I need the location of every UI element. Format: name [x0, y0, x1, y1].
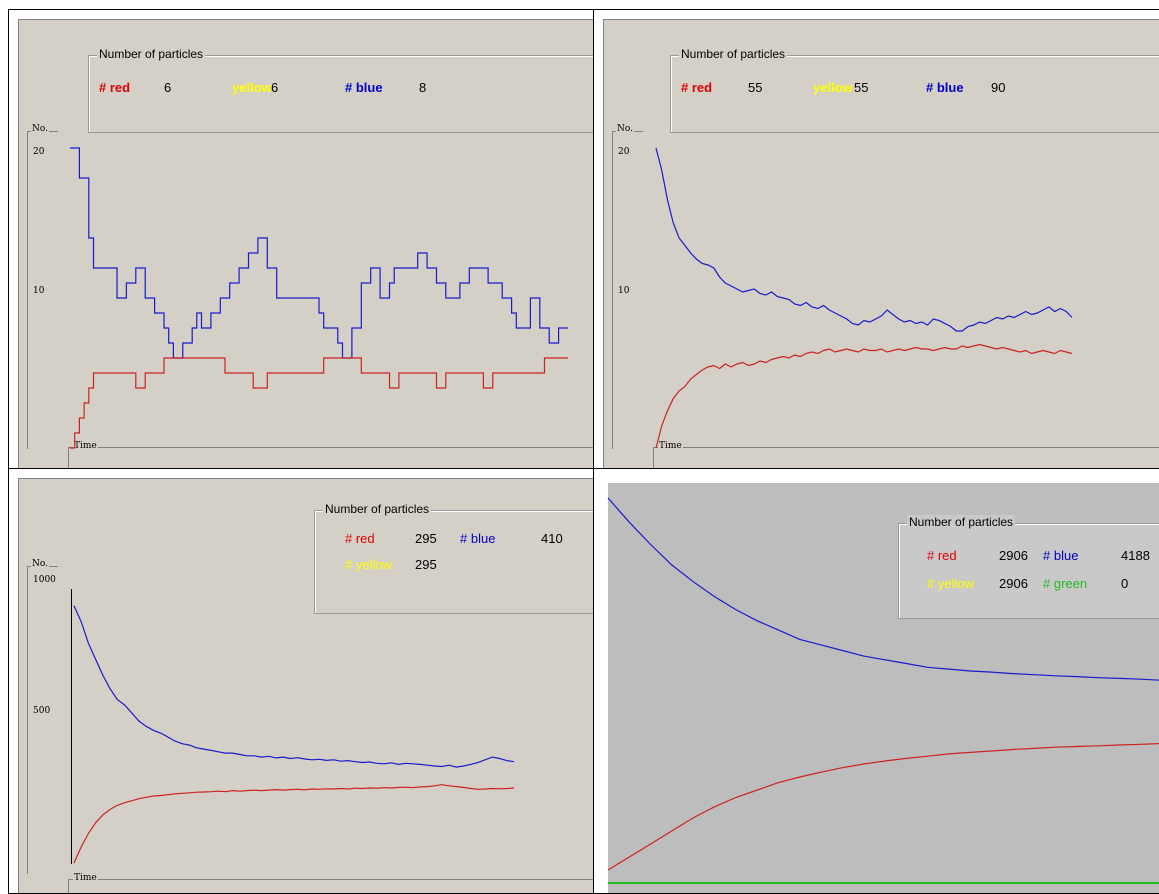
y-tick: 10	[618, 286, 630, 296]
series-line-red	[607, 743, 1159, 871]
chart-panel-1: Number of particles # red 6 yellow 6 # b…	[8, 9, 594, 469]
x-axis-bracket	[68, 879, 593, 893]
y-tick: 500	[33, 706, 51, 716]
chart-panel-3: Number of particles # red 295 # blue 410…	[8, 468, 594, 894]
green-count: 0	[1121, 576, 1129, 591]
red-label: # red	[927, 548, 957, 563]
series-line-blue	[607, 497, 1159, 681]
blue-label: # blue	[1043, 548, 1079, 563]
y-tick: 20	[33, 147, 45, 157]
legend-box: Number of particles # red 2906 # blue 41…	[898, 515, 1159, 619]
blue-count: 410	[541, 531, 563, 546]
line-plot	[73, 605, 515, 864]
x-axis-bracket	[68, 447, 593, 468]
series-line-red	[655, 343, 1073, 449]
y-tick: 20	[618, 147, 630, 157]
red-label: # red	[345, 531, 375, 546]
red-count: 6	[164, 80, 172, 95]
x-axis-bracket	[653, 447, 1159, 468]
line-plot	[607, 497, 1159, 884]
legend-title: Number of particles	[323, 502, 432, 516]
chart-panel-2: Number of particles # red 55 yellow 55 #…	[593, 9, 1159, 469]
red-count: 2906	[999, 548, 1028, 563]
chart-window-1: Number of particles # red 6 yellow 6 # b…	[18, 19, 593, 468]
yellow-label: yellow	[813, 80, 853, 95]
red-label: # red	[99, 80, 131, 95]
series-line-blue	[655, 147, 1073, 332]
red-label: # red	[681, 80, 713, 95]
y-axis-name: No.	[31, 559, 49, 569]
legend-box: Number of particles # red 55 yellow 55 #…	[670, 47, 1159, 133]
series-line-blue	[73, 605, 515, 768]
y-tick: 10	[33, 286, 45, 296]
plot-area	[70, 147, 568, 449]
y-axis-name: No.	[31, 124, 49, 134]
plot-area	[655, 147, 1073, 449]
line-plot	[655, 147, 1073, 449]
green-label: # green	[1043, 576, 1088, 591]
series-line-red	[73, 784, 515, 864]
blue-count: 8	[419, 80, 427, 95]
y-axis-bracket	[27, 566, 58, 874]
blue-count: 4188	[1121, 548, 1150, 563]
yellow-label: # yellow	[927, 576, 974, 591]
blue-label: # blue	[460, 531, 496, 546]
yellow-label: yellow	[232, 80, 272, 95]
line-plot	[70, 147, 568, 449]
legend-box: Number of particles # red 295 # blue 410…	[314, 502, 593, 614]
yellow-count: 6	[271, 80, 279, 95]
series-line-red	[70, 357, 568, 449]
y-axis-name: No.	[616, 124, 634, 134]
legend-title: Number of particles	[679, 47, 788, 61]
y-tick: 1000	[33, 575, 56, 585]
chart-window-3: Number of particles # red 295 # blue 410…	[18, 478, 593, 893]
legend-title: Number of particles	[97, 47, 206, 61]
yellow-count: 2906	[999, 576, 1028, 591]
yellow-count: 55	[854, 80, 869, 95]
red-count: 295	[415, 531, 437, 546]
legend-box: Number of particles # red 6 yellow 6 # b…	[88, 47, 593, 133]
x-axis-name: Time	[658, 441, 683, 451]
chart-window-2: Number of particles # red 55 yellow 55 #…	[603, 19, 1159, 468]
x-axis-name: Time	[73, 873, 98, 883]
yellow-count: 295	[415, 557, 437, 572]
chart-panel-4: Number of particles # red 2906 # blue 41…	[593, 468, 1159, 894]
chart-window-4: Number of particles # red 2906 # blue 41…	[607, 483, 1159, 893]
series-line-blue	[70, 147, 568, 359]
x-axis-name: Time	[73, 441, 98, 451]
blue-count: 90	[991, 80, 1006, 95]
plot-area	[73, 595, 515, 864]
yellow-label: # yellow	[345, 557, 392, 572]
blue-label: # blue	[926, 80, 964, 95]
blue-label: # blue	[345, 80, 383, 95]
red-count: 55	[748, 80, 763, 95]
plot-y-axis-line	[71, 589, 72, 864]
legend-title: Number of particles	[907, 515, 1016, 529]
plot-area	[607, 483, 1159, 885]
